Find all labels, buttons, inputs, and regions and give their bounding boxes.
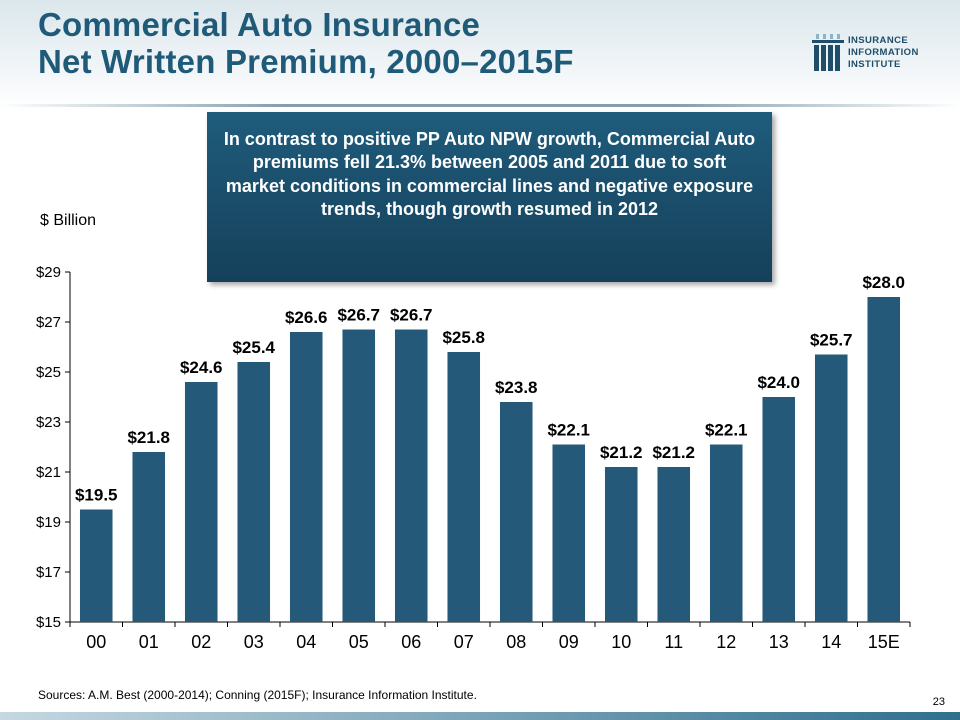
chart-bars [79,297,901,622]
x-tick-label: 03 [244,632,264,652]
bar-15E [867,297,901,622]
data-label: $21.8 [127,428,170,447]
y-axis-unit-label: $ Billion [40,212,97,229]
x-tick-label: 14 [821,632,841,652]
x-tick-label: 00 [86,632,106,652]
data-label: $26.7 [337,306,380,325]
iii-logo-icon [812,34,844,71]
bar-07 [447,352,481,622]
y-tick-label: $25 [36,364,61,381]
x-tick-label: 02 [191,632,211,652]
x-tick-label: 04 [296,632,316,652]
x-tick-label: 06 [401,632,421,652]
data-label: $25.7 [810,331,853,350]
x-tick-label: 09 [559,632,579,652]
footer-bar [0,712,960,720]
bar-00 [79,509,113,622]
chart-axes: $15 $17 $19 $21 $23 $25 $27 $29 00 01 02 03 04 05 06 07… [36,264,911,652]
x-tick-label: 10 [611,632,631,652]
data-label: $25.8 [442,328,485,347]
y-tick-label: $15 [36,614,61,631]
data-label: $26.7 [390,306,433,325]
data-label: $22.1 [547,421,590,440]
data-label: $22.1 [705,421,748,440]
logo-line-3: INSTITUTE [848,59,901,70]
header-band [0,0,960,108]
y-tick-label: $27 [36,314,61,331]
logo-line-1: INSURANCE [848,35,909,46]
header-divider [0,104,960,107]
bar-06 [394,329,428,622]
page-number: 23 [932,696,945,708]
callout-box: In contrast to positive PP Auto NPW grow… [207,112,772,282]
bar-08 [499,402,533,622]
x-tick-label: 13 [769,632,789,652]
data-label: $23.8 [495,378,538,397]
bar-10 [604,467,638,622]
data-label: $26.6 [285,308,328,327]
x-tick-label: 01 [139,632,159,652]
y-tick-label: $21 [36,464,61,481]
bar-01 [132,452,166,622]
y-tick-label: $19 [36,514,61,531]
logo-line-2: INFORMATION [848,47,919,58]
bar-02 [184,382,218,622]
title-line-2: Net Written Premium, 2000–2015F [38,43,574,80]
x-tick-label: 15E [868,632,900,652]
bar-13 [762,397,796,622]
bar-09 [552,444,586,622]
data-label: $19.5 [75,486,118,505]
bar-03 [237,362,271,622]
y-tick-label: $23 [36,414,61,431]
bar-14 [814,354,848,622]
callout-text: In contrast to positive PP Auto NPW grow… [223,129,756,220]
data-label: $28.0 [862,273,905,292]
x-tick-label: 11 [664,632,683,652]
data-label: $21.2 [652,443,695,462]
bar-11 [657,467,691,622]
data-label: $21.2 [600,443,643,462]
logo-text: INSURANCE INFORMATION INSTITUTE [848,35,919,71]
iii-logo: INSURANCE INFORMATION INSTITUTE [812,34,952,74]
slide-title: Commercial Auto Insurance Net Written Pr… [38,6,574,80]
y-tick-label: $29 [36,264,61,281]
data-label: $25.4 [232,338,275,357]
x-tick-label: 12 [716,632,736,652]
title-line-1: Commercial Auto Insurance [38,6,481,43]
source-note: Sources: A.M. Best (2000-2014); Conning … [38,688,477,702]
x-tick-label: 08 [506,632,526,652]
bar-04 [289,332,323,622]
bar-12 [709,444,743,622]
data-label: $24.6 [180,358,223,377]
chart-data-labels: $19.5 $21.8 $24.6 $25.4 $26.6 $26.7 $26.7 $25.8… [75,273,905,505]
x-tick-label: 07 [454,632,474,652]
x-tick-label: 05 [349,632,369,652]
y-tick-label: $17 [36,564,61,581]
bar-05 [342,329,376,622]
data-label: $24.0 [757,373,800,392]
